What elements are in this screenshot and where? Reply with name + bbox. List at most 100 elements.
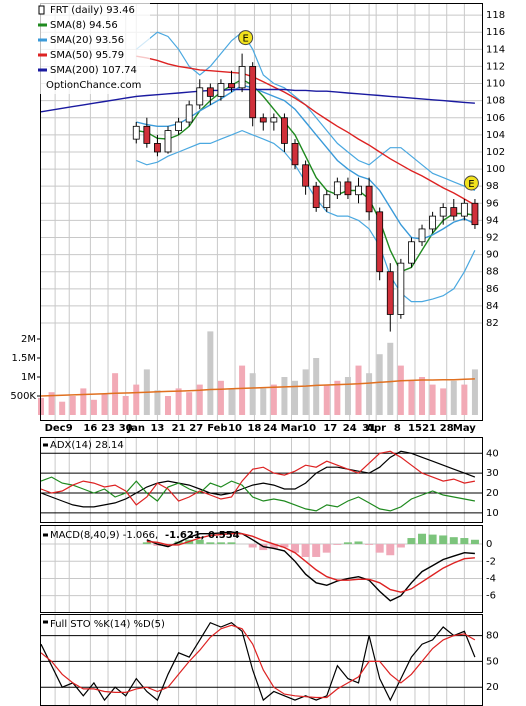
sma-line [136, 55, 476, 206]
histogram-bar [386, 544, 395, 556]
y-tick-label: 110 [486, 79, 505, 90]
x-tick-label: 27 [189, 423, 203, 434]
volume-bar [186, 392, 193, 415]
y-tick-label: 92 [486, 232, 499, 243]
candle-body [217, 83, 225, 97]
volume-bar [101, 394, 108, 415]
y-tick-label: 10 [486, 508, 499, 519]
volume-bar [471, 369, 478, 415]
volume-bar [440, 388, 447, 415]
volume-bar [397, 365, 404, 415]
legend-entry: SMA(200) 107.74 [50, 65, 137, 76]
volume-bar [344, 377, 351, 415]
y-tick-label: 84 [486, 301, 499, 312]
sma-line [136, 84, 476, 240]
volume-bar [419, 377, 426, 415]
candle-body [249, 66, 257, 119]
histogram-bar [407, 538, 416, 545]
y-tick-label: 82 [486, 318, 499, 329]
volume-tick-label: 2M [21, 334, 36, 345]
volume-bar [450, 380, 457, 415]
event-marker [463, 175, 479, 191]
y-tick-label: 108 [486, 96, 505, 107]
panel-title: Full STO %K(14) %D(5) [50, 619, 165, 630]
x-tick-label: 24 [263, 423, 277, 434]
candle-body [450, 207, 458, 217]
x-tick-label: 23 [101, 423, 115, 434]
indicator-line [40, 476, 476, 512]
candle-body [270, 117, 278, 123]
candle-body [386, 271, 394, 315]
y-tick-label: 90 [486, 250, 499, 261]
x-tick-label: 24 [343, 423, 357, 434]
candle-body [355, 185, 362, 196]
x-tick-label: Mar [281, 423, 303, 434]
candle-body [376, 211, 384, 273]
x-tick-label: 31 [362, 423, 376, 434]
candle-body [365, 185, 373, 213]
histogram-bar [439, 535, 448, 545]
y-tick-label: 114 [486, 44, 505, 55]
y-tick-label: 106 [486, 113, 505, 124]
volume-bar [207, 331, 214, 415]
x-tick-label: 9 [66, 423, 73, 434]
candle-body [323, 194, 331, 208]
indicator-line [40, 450, 476, 506]
histogram-bar [153, 544, 162, 546]
y-tick-label: 102 [486, 147, 505, 158]
x-tick-label: 15 [408, 423, 422, 434]
histogram-bar [460, 538, 469, 545]
y-tick-label: 100 [486, 164, 505, 175]
histogram-bar [418, 533, 427, 545]
y-tick-label: -6 [486, 591, 496, 602]
volume-bar [313, 358, 320, 415]
candle-body [418, 228, 426, 243]
candle-body [132, 125, 140, 140]
candle-body [154, 143, 161, 153]
x-tick-label: 21 [422, 423, 436, 434]
candle-body [302, 164, 310, 187]
candle-body [143, 125, 151, 144]
y-tick-label: 30 [486, 468, 499, 479]
label-layer: FRT (daily) 93.46 SMA(8) 94.56 SMA(20) 9… [10, 2, 505, 693]
y-tick-label: 88 [486, 267, 499, 278]
volume-bar [249, 373, 256, 415]
x-tick-label: Feb [207, 423, 227, 434]
histogram-bar [470, 539, 479, 545]
volume-bar [270, 384, 277, 415]
price-frame [40, 3, 483, 421]
volume-bar [260, 388, 267, 415]
volume-bar [80, 388, 87, 415]
histogram-bar [269, 544, 278, 549]
y-tick-label: 104 [486, 130, 505, 141]
histogram-bar [322, 544, 331, 553]
x-tick-label: 30 [119, 423, 133, 434]
histogram-bar [301, 544, 310, 557]
x-tick-label: Apr [366, 423, 386, 434]
x-tick-label: 18 [247, 423, 261, 434]
candle-body [206, 87, 214, 97]
legend-box [36, 2, 150, 94]
volume-bar [355, 365, 362, 415]
volume-bar [122, 396, 129, 415]
volume-bar [90, 399, 97, 415]
candle-body [344, 181, 352, 196]
x-tick-label: 21 [172, 423, 186, 434]
volume-bar [133, 384, 140, 415]
volume-bar [366, 373, 373, 415]
candle-body [281, 117, 288, 144]
volume-bar [217, 380, 224, 415]
volume-bar [154, 390, 161, 415]
legend-entry: SMA(20) 93.56 [50, 35, 124, 46]
x-tick-label: Dec [45, 423, 66, 434]
y-tick-label: 86 [486, 284, 499, 295]
histogram-bar [343, 542, 352, 545]
legend-marker [38, 5, 45, 15]
volume-bar [69, 396, 76, 415]
volume-average [40, 378, 475, 397]
x-tick-label: 13 [150, 423, 164, 434]
volume-bar [196, 384, 203, 415]
x-tick-label: 8 [394, 423, 401, 434]
candle-body [333, 181, 341, 196]
histogram-bar [333, 544, 342, 545]
